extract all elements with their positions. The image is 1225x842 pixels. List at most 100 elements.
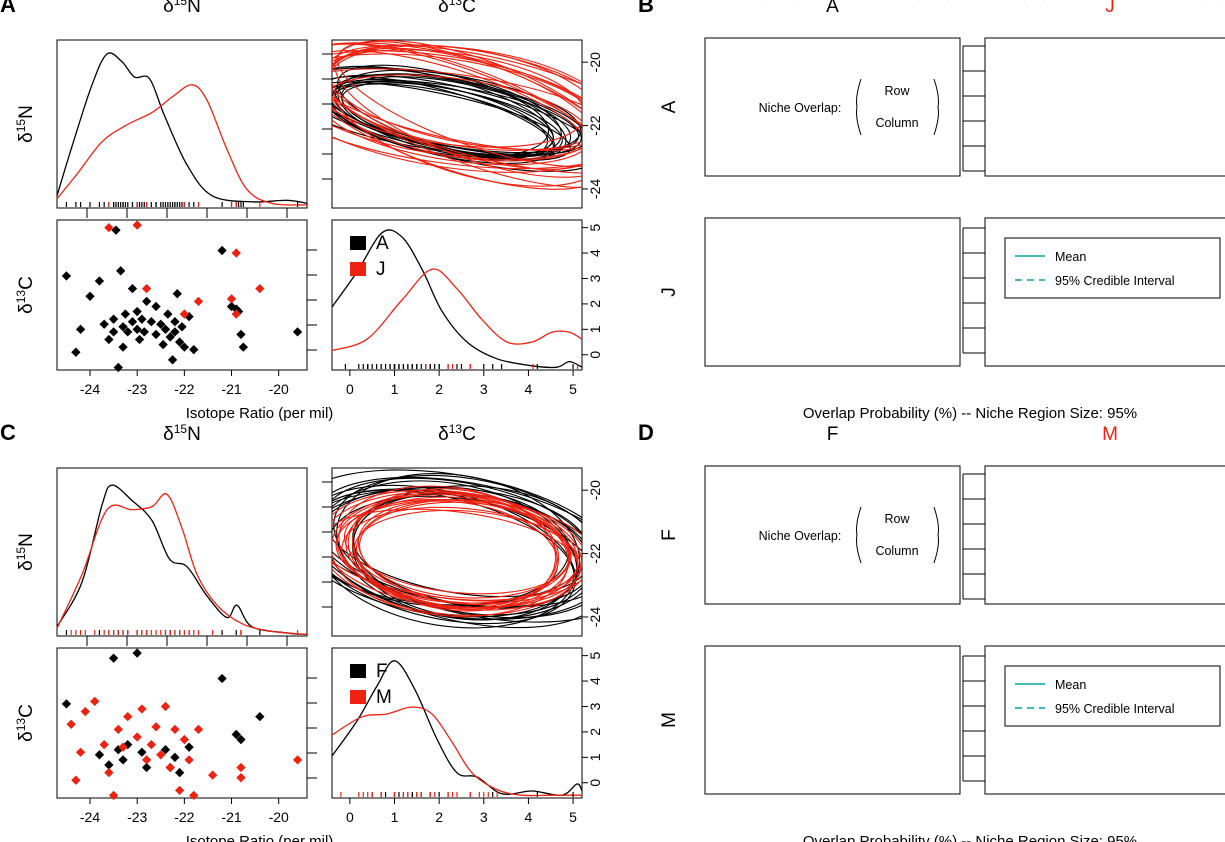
scatter-point-A: [71, 347, 81, 357]
x-tick-label: 70: [1064, 0, 1080, 3]
scatter-point-J: [231, 309, 241, 319]
y-tick-label: 3: [587, 702, 603, 710]
x-tick-label: 90: [869, 0, 885, 3]
y-tick-label: 4: [587, 677, 603, 685]
scatter-point-J: [193, 296, 204, 307]
scatter-point-A: [141, 296, 152, 307]
scatter-point-A: [123, 327, 133, 337]
scatter-point-A: [118, 342, 128, 352]
x-tick-label: 20: [986, 0, 1002, 3]
niche-ellipse-M: [343, 498, 572, 595]
scatter-point-M: [108, 790, 119, 801]
x-tick-label: -21: [221, 809, 241, 825]
scatter-point-J: [255, 283, 265, 294]
y-tick-label: 2: [587, 728, 603, 736]
scatter-point-A: [75, 324, 86, 334]
panel-A-letter: A: [0, 0, 16, 17]
scatter-point-F: [170, 752, 180, 762]
x-tick-label: 100: [944, 0, 968, 3]
scatter-point-F: [184, 742, 194, 752]
scatter-point-M: [141, 755, 152, 765]
panel-D-row-header-bottom: M: [659, 712, 680, 728]
scatter-point-J: [226, 294, 237, 304]
scatter-point-A: [134, 334, 145, 345]
density-curve-C-M: [331, 706, 582, 797]
scatter-point-A: [61, 271, 72, 281]
scatter-point-J: [104, 222, 114, 233]
scatter-point-J: [132, 220, 142, 230]
scatter-point-M: [99, 739, 109, 750]
x-tick-label: 80: [789, 0, 805, 3]
panel-D-niche-label: Niche Overlap:: [759, 529, 842, 543]
scatter-point-M: [90, 696, 100, 707]
x-tick-label: 20: [728, 0, 744, 3]
niche-ellipse-J: [332, 43, 582, 188]
density-curve-N-A: [56, 52, 308, 205]
y-tick-label: 3: [587, 274, 603, 282]
niche-ellipse-J: [332, 50, 582, 173]
scatter-point-A: [113, 362, 123, 373]
x-tick-label: 2: [435, 809, 443, 825]
scatter-point-A: [160, 324, 171, 334]
scatter-point-M: [179, 734, 190, 745]
panel-A-xlabel: Isotope Ratio (per mil): [186, 405, 334, 422]
scatter-point-A: [151, 301, 161, 312]
scatter-point-A: [85, 291, 95, 301]
panel-B-hist-bottom: [704, 217, 961, 367]
panel-A-ellipse-group: [332, 40, 582, 190]
niche-ellipse-J: [332, 68, 582, 170]
panel-C-scatter: [56, 647, 308, 799]
x-tick-label: -20: [269, 381, 289, 397]
scatter-point-F: [160, 745, 171, 755]
panel-B-legend-ci: 95% Credible Interval: [1055, 274, 1175, 288]
scatter-point-A: [94, 276, 105, 286]
scatter-point-M: [236, 772, 246, 783]
left-bracket: [856, 78, 862, 136]
legend-swatch-F: [350, 664, 366, 678]
scatter-point-A: [104, 334, 114, 345]
scatter-point-A: [108, 327, 119, 337]
panel-C-density-N: [56, 467, 308, 637]
x-tick-label: 75: [749, 0, 765, 3]
left-bracket: [856, 506, 862, 564]
right-bracket: [933, 506, 939, 564]
panel-C-row-header-N: δ15N: [14, 533, 37, 571]
density-curve-N-F: [56, 484, 308, 636]
x-tick-label: 95: [908, 0, 924, 3]
scatter-point-M: [170, 724, 180, 735]
niche-ellipse-J: [332, 44, 582, 174]
niche-ellipse-A: [337, 64, 567, 160]
scatter-point-J: [141, 283, 152, 294]
panel-A-scatter: [56, 219, 308, 371]
scatter-point-M: [160, 701, 171, 712]
niche-ellipse-M: [345, 496, 579, 609]
x-tick-label: 100: [1223, 0, 1225, 3]
scatter-point-F: [174, 767, 185, 778]
scatter-point-A: [163, 309, 173, 319]
x-tick-label: 60: [853, 0, 869, 3]
scatter-point-A: [146, 317, 157, 327]
scatter-point-M: [71, 775, 81, 785]
scatter-point-M: [132, 732, 142, 742]
scatter-point-A: [151, 329, 161, 340]
x-tick-label: 70: [709, 0, 725, 3]
x-tick-label: 5: [569, 381, 577, 397]
x-tick-label: 80: [1119, 0, 1135, 3]
panel-B-legend-box: [984, 217, 1225, 367]
scatter-point-F: [94, 750, 105, 760]
niche-ellipse-J: [332, 74, 582, 166]
niche-ellipse-J: [332, 49, 582, 148]
scatter-point-A: [292, 327, 303, 337]
scatter-point-A: [120, 309, 131, 319]
panel-B-col-header-right: J: [1105, 0, 1115, 17]
legend-label-A: A: [376, 233, 389, 254]
panel-C-row-header-C: δ13C: [14, 704, 37, 742]
scatter-point-A: [170, 327, 180, 337]
density-curve-N-M: [56, 493, 308, 636]
y-tick-label: 4: [587, 249, 603, 257]
x-tick-label: 3: [480, 809, 488, 825]
panel-B-row-header-top: A: [659, 100, 680, 113]
y-tick-label: -22: [587, 543, 603, 563]
scatter-point-M: [123, 711, 133, 722]
